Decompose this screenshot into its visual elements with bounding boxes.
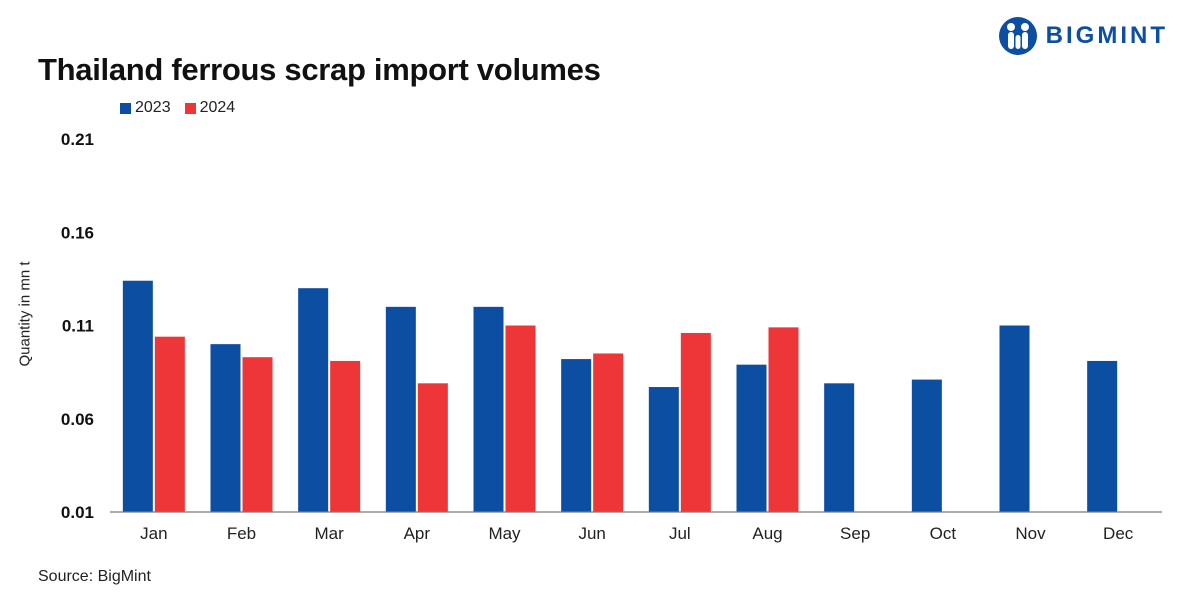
bar-2024-feb bbox=[242, 357, 273, 512]
x-tick-label: Feb bbox=[227, 524, 256, 543]
bigmint-logo: BIGMINT bbox=[998, 16, 1168, 56]
legend-item-2023: 2023 bbox=[120, 99, 171, 117]
legend-swatch-2024 bbox=[184, 102, 196, 114]
bigmint-people-logo-icon bbox=[998, 17, 1037, 55]
bar-2023-jun bbox=[561, 359, 592, 512]
y-tick-label: 0.11 bbox=[62, 317, 94, 336]
bar-2024-jun bbox=[593, 353, 624, 512]
x-tick-label: Mar bbox=[315, 524, 345, 543]
x-tick-label: Jan bbox=[140, 524, 167, 543]
chart-legend: 2023 2024 bbox=[120, 99, 249, 117]
chart-title: Thailand ferrous scrap import volumes bbox=[38, 52, 601, 87]
x-tick-label: Jun bbox=[578, 524, 605, 543]
bar-2024-jan bbox=[154, 336, 185, 512]
y-tick-label: 0.16 bbox=[61, 223, 94, 242]
x-tick-label: Oct bbox=[930, 524, 957, 543]
bar-2024-aug bbox=[768, 327, 799, 512]
legend-swatch-2023 bbox=[120, 102, 131, 114]
bar-2024-apr bbox=[417, 383, 448, 512]
legend-item-2024: 2024 bbox=[184, 99, 236, 117]
legend-label-2023: 2023 bbox=[135, 99, 171, 116]
y-tick-label: 0.21 bbox=[61, 130, 94, 149]
y-tick-label: 0.06 bbox=[61, 410, 94, 429]
x-tick-label: Jul bbox=[669, 524, 691, 543]
bar-2023-nov bbox=[999, 325, 1030, 512]
bar-2023-mar bbox=[298, 288, 329, 512]
bar-2023-may bbox=[473, 306, 504, 512]
bar-2024-may bbox=[505, 325, 536, 512]
x-tick-label: May bbox=[488, 524, 521, 543]
bar-2023-jul bbox=[648, 387, 679, 512]
bar-2023-oct bbox=[911, 379, 942, 512]
bar-2023-aug bbox=[736, 364, 767, 512]
bar-2023-sep bbox=[824, 383, 855, 512]
y-tick-label: 0.01 bbox=[61, 503, 94, 522]
logo-text: BIGMINT bbox=[1045, 22, 1168, 49]
x-tick-label: Apr bbox=[404, 524, 431, 543]
x-tick-label: Sep bbox=[840, 524, 870, 543]
bar-2023-dec bbox=[1087, 360, 1118, 512]
bar-2023-feb bbox=[210, 344, 241, 512]
x-tick-label: Aug bbox=[752, 524, 782, 543]
bar-2023-jan bbox=[122, 280, 153, 512]
bar-2023-apr bbox=[385, 306, 416, 512]
bar-2024-jul bbox=[680, 332, 711, 512]
legend-label-2024: 2024 bbox=[199, 99, 236, 116]
x-tick-label: Nov bbox=[1015, 524, 1046, 543]
x-tick-label: Dec bbox=[1103, 524, 1134, 543]
source-note: Source: BigMint bbox=[38, 568, 151, 585]
bar-2024-mar bbox=[330, 360, 361, 512]
